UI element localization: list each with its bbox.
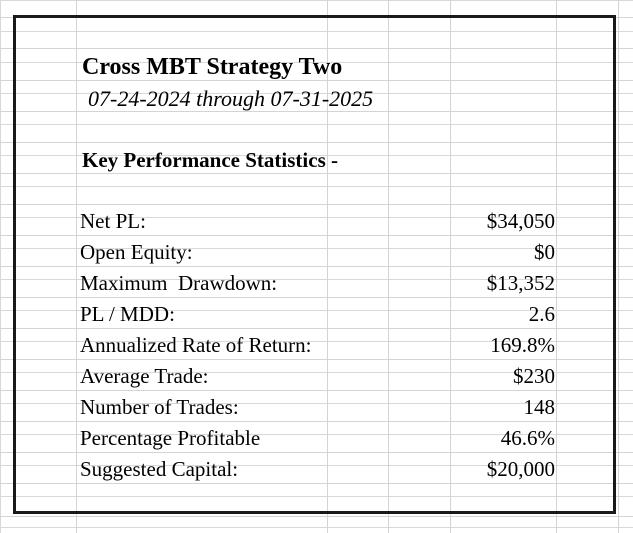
stat-row-open-equity[interactable]: Open Equity: $0 xyxy=(80,237,555,268)
stat-row-annualized-return[interactable]: Annualized Rate of Return: 169.8% xyxy=(80,330,555,361)
row-gridline xyxy=(0,297,633,298)
row-gridline xyxy=(0,142,633,143)
row-gridline xyxy=(0,235,633,236)
row-gridline xyxy=(0,17,633,18)
stat-value: 2.6 xyxy=(528,302,555,326)
row-gridline xyxy=(0,359,633,360)
row-gridline xyxy=(0,204,633,205)
stat-label: Average Trade: xyxy=(80,364,209,388)
row-gridline xyxy=(0,390,633,391)
stat-label: Maximum Drawdown: xyxy=(80,271,278,295)
stat-row-percentage-profitable[interactable]: Percentage Profitable 46.6% xyxy=(80,423,555,454)
row-gridline xyxy=(0,80,633,81)
row-gridline xyxy=(0,266,633,267)
stat-row-number-of-trades[interactable]: Number of Trades: 148 xyxy=(80,392,555,423)
report-title: Cross MBT Strategy Two xyxy=(82,54,343,80)
row-gridline xyxy=(0,111,633,112)
stat-label: Annualized Rate of Return: xyxy=(80,333,312,357)
report-date-range: 07-24-2024 through 07-31-2025 xyxy=(88,86,374,111)
stat-label: Net PL: xyxy=(80,209,146,233)
row-gridline xyxy=(0,516,633,517)
stat-row-net-pl[interactable]: Net PL: $34,050 xyxy=(80,206,555,237)
row-gridline xyxy=(0,483,633,484)
stat-label: Percentage Profitable xyxy=(80,426,261,450)
section-heading: Key Performance Statistics - xyxy=(82,148,338,172)
stat-value: 46.6% xyxy=(500,426,555,450)
stat-row-max-drawdown[interactable]: Maximum Drawdown: $13,352 xyxy=(80,268,555,299)
stat-label: Number of Trades: xyxy=(80,395,239,419)
stat-value: 148 xyxy=(523,395,556,419)
row-gridline xyxy=(0,328,633,329)
stat-row-suggested-capital[interactable]: Suggested Capital: $20,000 xyxy=(80,454,555,485)
stat-value: $20,000 xyxy=(486,457,555,481)
row-gridline xyxy=(0,452,633,453)
stat-row-average-trade[interactable]: Average Trade: $230 xyxy=(80,361,555,392)
stat-value: 169.8% xyxy=(490,333,555,357)
stat-row-pl-mdd[interactable]: PL / MDD: 2.6 xyxy=(80,299,555,330)
stat-value: $34,050 xyxy=(486,209,555,233)
row-gridline xyxy=(0,173,633,174)
row-gridline xyxy=(0,421,633,422)
stat-value: $0 xyxy=(534,240,555,264)
stat-value: $13,352 xyxy=(486,271,555,295)
stat-value: $230 xyxy=(513,364,555,388)
stat-label: Suggested Capital: xyxy=(80,457,239,481)
stat-label: Open Equity: xyxy=(80,240,193,264)
row-gridline xyxy=(0,48,633,49)
stat-label: PL / MDD: xyxy=(80,302,175,326)
